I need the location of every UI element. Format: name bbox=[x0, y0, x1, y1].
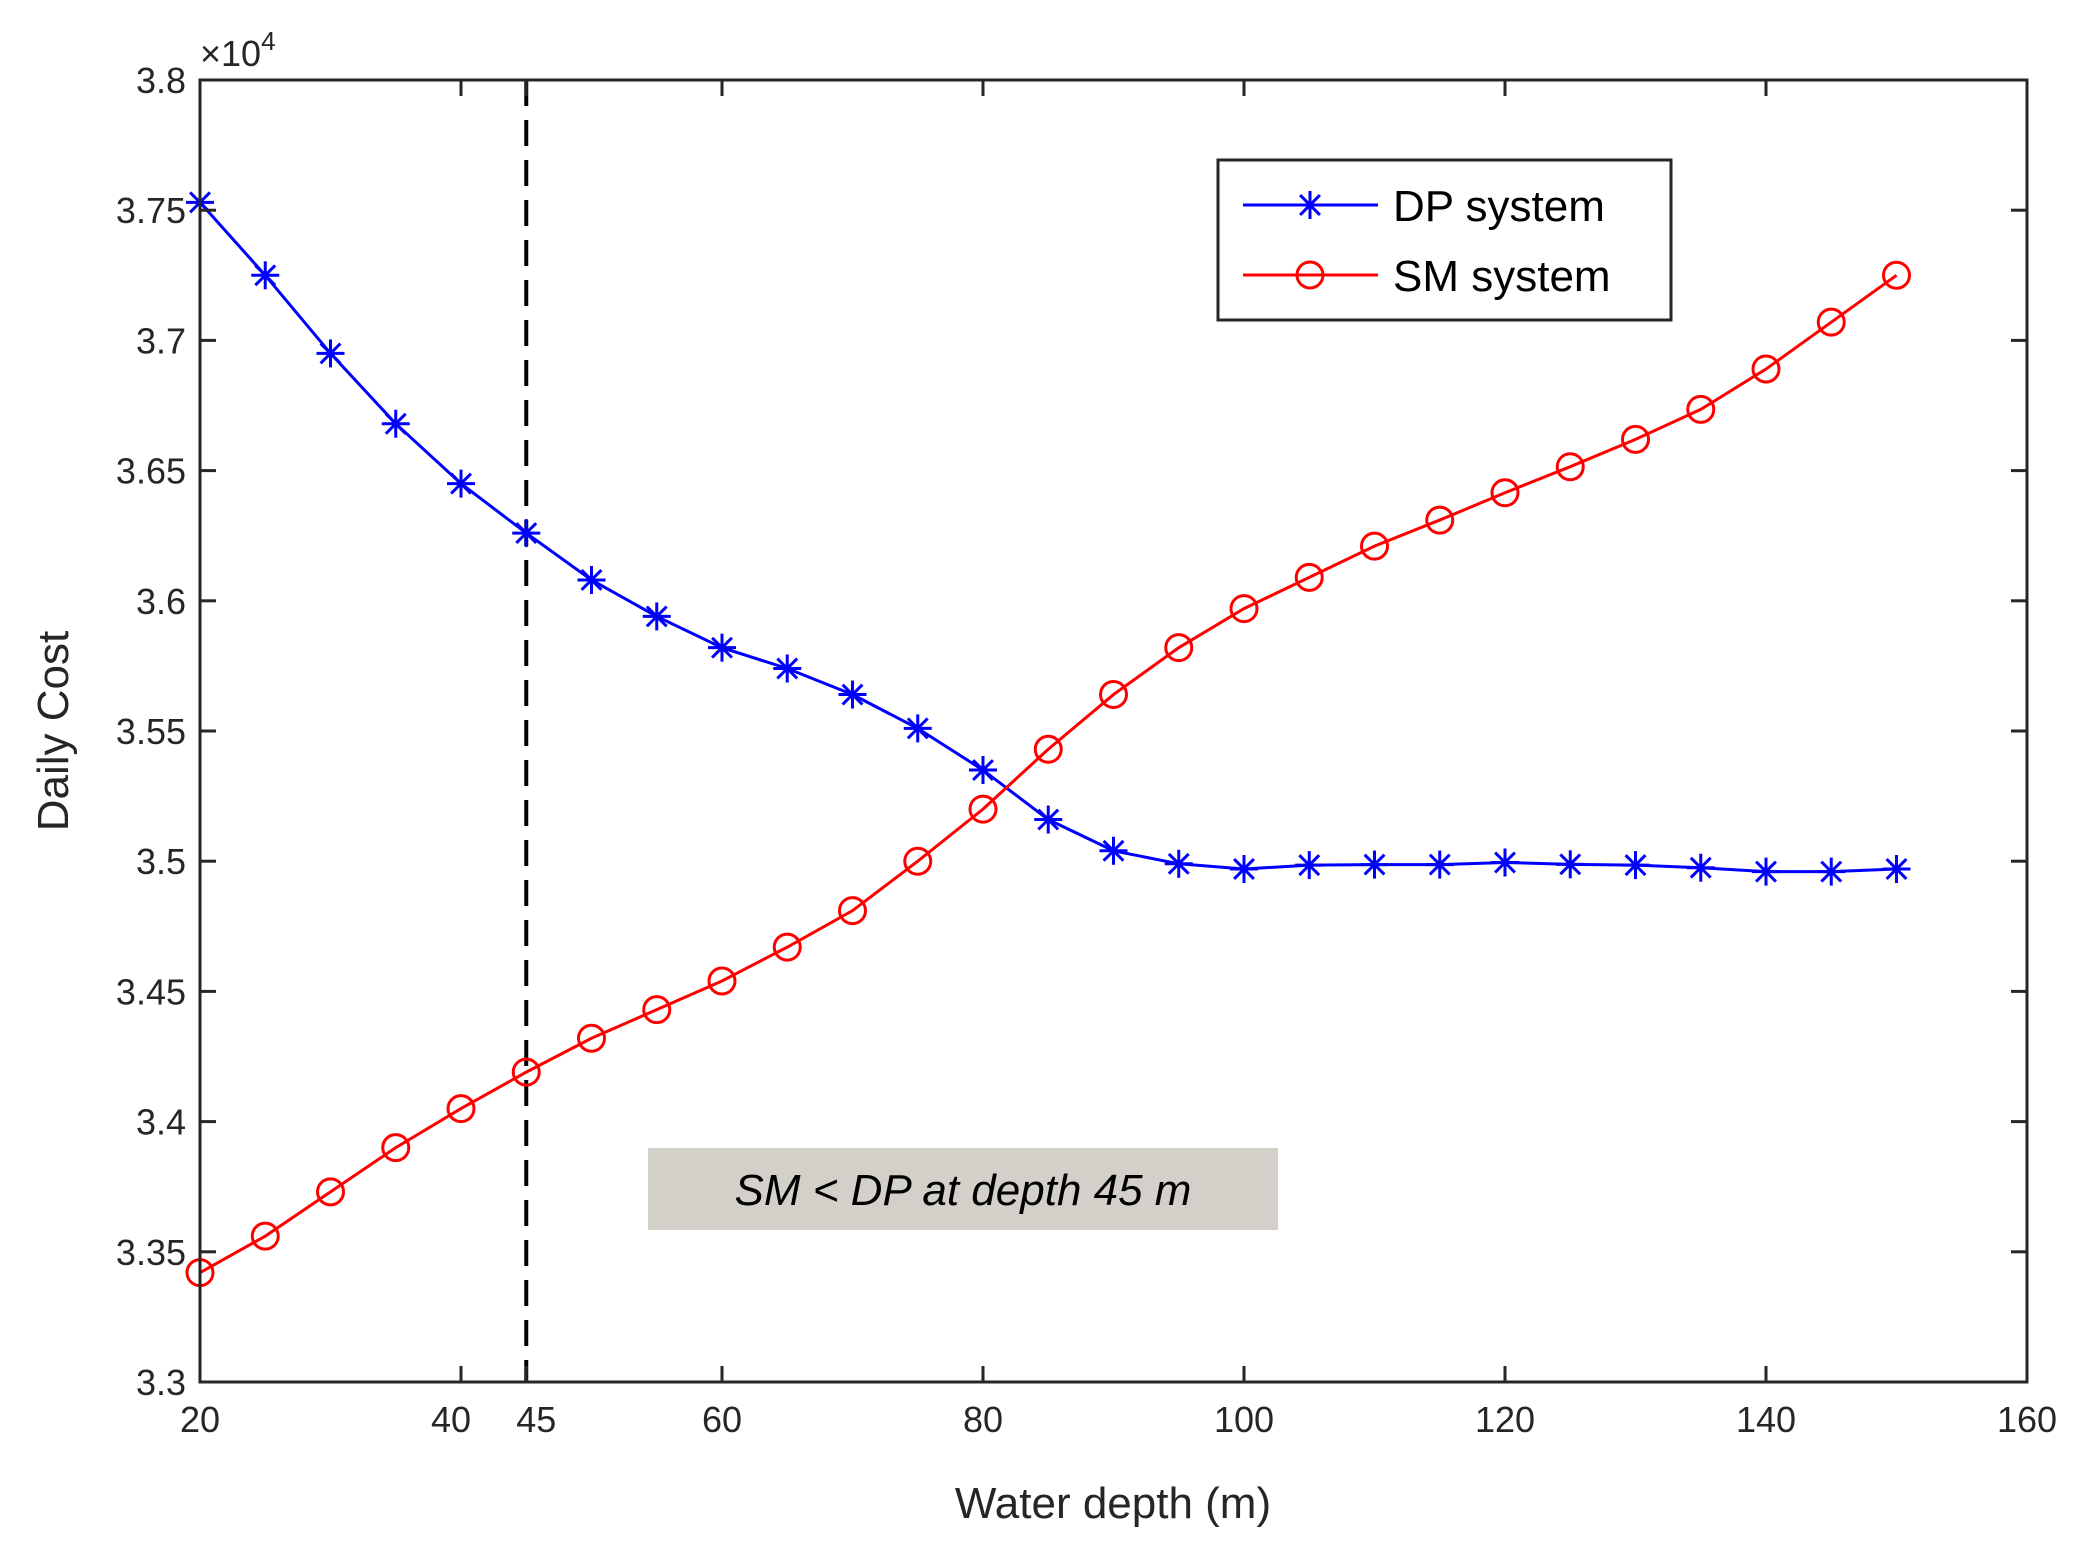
data-point-dp bbox=[838, 680, 867, 709]
data-point-dp bbox=[1425, 850, 1454, 879]
data-point-sm bbox=[1229, 594, 1259, 624]
data-point-dp bbox=[708, 633, 736, 662]
x-tick-label: 100 bbox=[1214, 1399, 1274, 1440]
data-point-dp bbox=[1034, 805, 1063, 834]
data-point-dp bbox=[1752, 857, 1780, 886]
legend-marker-dp bbox=[1296, 191, 1324, 219]
y-exponent-power: 4 bbox=[261, 26, 275, 56]
data-point-dp bbox=[251, 261, 280, 290]
data-point-sm bbox=[381, 1133, 411, 1163]
data-point-sm bbox=[1099, 680, 1128, 710]
data-point-sm bbox=[1621, 424, 1650, 454]
data-point-sm bbox=[511, 1057, 541, 1087]
x-tick-label: 80 bbox=[963, 1399, 1003, 1440]
data-point-dp bbox=[969, 756, 997, 785]
x-tick-label: 40 bbox=[431, 1399, 471, 1440]
data-point-sm bbox=[642, 995, 672, 1025]
data-point-dp bbox=[773, 654, 802, 683]
x-tick-label: 140 bbox=[1736, 1399, 1796, 1440]
y-tick-label: 3.45 bbox=[116, 971, 186, 1012]
data-point-dp bbox=[512, 519, 541, 548]
data-point-dp bbox=[1556, 850, 1585, 879]
data-point-dp bbox=[1817, 857, 1846, 886]
data-point-dp bbox=[1164, 849, 1193, 878]
series-line-sm bbox=[199, 274, 1898, 1274]
legend-marker-sm bbox=[1295, 260, 1325, 290]
y-tick-label: 3.7 bbox=[136, 320, 186, 361]
data-point-dp bbox=[1686, 853, 1715, 882]
data-point-sm bbox=[1164, 633, 1194, 663]
data-point-sm bbox=[577, 1023, 606, 1053]
y-tick-label: 3.65 bbox=[116, 451, 186, 492]
data-point-sm bbox=[1686, 394, 1716, 424]
data-point-dp bbox=[577, 565, 606, 594]
legend-asterisk-icon bbox=[1296, 191, 1324, 219]
data-point-sm bbox=[968, 794, 998, 824]
x-tick-label: 60 bbox=[702, 1399, 742, 1440]
data-point-dp bbox=[1230, 855, 1258, 884]
data-point-sm bbox=[838, 896, 867, 926]
x-axis-label: Water depth (m) bbox=[955, 1479, 1271, 1528]
legend-box bbox=[1216, 158, 1673, 322]
legend-label-dp: DP system bbox=[1393, 182, 1605, 231]
data-point-sm bbox=[1033, 734, 1063, 764]
y-tick-label: 3.4 bbox=[136, 1102, 186, 1143]
data-point-sm bbox=[1555, 452, 1585, 482]
data-point-dp bbox=[1099, 836, 1128, 865]
y-tick-label: 3.35 bbox=[116, 1232, 186, 1273]
x-tick-label: 160 bbox=[1997, 1399, 2057, 1440]
data-point-sm bbox=[1882, 260, 1911, 290]
data-point-dp bbox=[1882, 855, 1911, 884]
annotation: SM < DP at depth 45 m bbox=[648, 1148, 1278, 1230]
tick-layer: 20 40 45 60 80 100 120 140 160 3.3 3.35 3.4 3.45 3.5 3… bbox=[116, 60, 2057, 1440]
y-tick-label: 3.55 bbox=[116, 711, 186, 752]
data-point-sm bbox=[1751, 354, 1781, 384]
data-point-dp bbox=[316, 339, 345, 368]
y-axis-label: Daily Cost bbox=[29, 631, 78, 832]
data-point-dp bbox=[1621, 851, 1650, 880]
y-tick-label: 3.75 bbox=[116, 190, 186, 231]
data-point-sm bbox=[1425, 505, 1455, 535]
data-point-dp bbox=[1295, 851, 1324, 880]
data-point-dp bbox=[1360, 850, 1389, 879]
data-point-dp bbox=[1491, 848, 1519, 877]
x-tick-label: 120 bbox=[1475, 1399, 1535, 1440]
data-point-sm bbox=[446, 1094, 476, 1124]
x-tick-label: 45 bbox=[516, 1399, 556, 1440]
x-tick-label: 20 bbox=[180, 1399, 220, 1440]
data-point-sm bbox=[1816, 307, 1846, 337]
y-exponent-base: ×10 bbox=[200, 33, 261, 74]
data-point-dp bbox=[642, 602, 671, 631]
y-exponent-label: ×104 bbox=[200, 26, 276, 74]
legend-label-sm: SM system bbox=[1393, 252, 1611, 301]
annotation-text: SM < DP at depth 45 m bbox=[735, 1166, 1192, 1215]
y-tick-label: 3.6 bbox=[136, 581, 186, 622]
data-point-sm bbox=[1360, 531, 1389, 561]
data-point-dp bbox=[447, 469, 475, 498]
data-point-sm bbox=[250, 1221, 280, 1251]
data-point-sm bbox=[707, 966, 737, 996]
data-point-dp bbox=[903, 714, 932, 743]
data-point-sm bbox=[903, 846, 933, 876]
data-point-sm bbox=[1294, 562, 1324, 592]
y-tick-label: 3.3 bbox=[136, 1362, 186, 1403]
data-point-sm bbox=[1490, 478, 1520, 508]
data-point-sm bbox=[772, 932, 802, 962]
annotation-box bbox=[648, 1148, 1278, 1230]
legend-circle-icon bbox=[1295, 260, 1325, 290]
data-point-sm bbox=[316, 1177, 345, 1207]
y-tick-label: 3.5 bbox=[136, 841, 186, 882]
legend: DP system SM system bbox=[1216, 158, 1673, 322]
y-tick-label: 3.8 bbox=[136, 60, 186, 101]
data-point-dp bbox=[381, 409, 410, 438]
